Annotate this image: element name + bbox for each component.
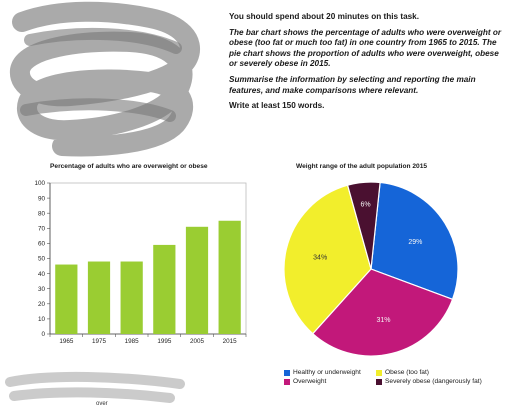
y-tick-label: 10 [38,316,46,323]
bar-1985 [120,261,143,334]
y-tick-label: 100 [34,180,45,187]
x-tick-label: 1965 [59,338,74,345]
y-tick-label: 60 [38,241,46,248]
bar-chart-title: Percentage of adults who are overweight … [50,163,208,170]
y-tick-label: 0 [41,331,45,338]
task-summary-instruction: Summarise the information by selecting a… [229,74,476,95]
legend-swatch-healthy [284,369,290,376]
y-tick-label: 70 [38,226,46,233]
task-instructions: You should spend about 20 minutes on thi… [229,12,504,117]
y-tick-label: 30 [38,286,46,293]
bar-1975 [87,261,111,334]
pie-slice-label-1: 31% [376,317,390,324]
pie-chart-title: Weight range of the adult population 201… [296,163,428,170]
y-tick-label: 20 [38,301,46,308]
legend-swatch-overweight [284,378,290,385]
legend-swatch-severely-obese [376,378,382,385]
pie-slice-label-0: 29% [408,239,422,246]
bar-2015 [218,220,241,334]
bar-plot-area [49,182,247,335]
legend-item-overweight: Overweight [284,378,326,385]
y-tick-label: 90 [38,195,46,202]
redaction-scribble [10,1,200,157]
bar-1995 [153,244,176,334]
task-description: The bar chart shows the percentage of ad… [229,27,502,69]
legend-label-obese: Obese (too fat) [385,369,429,376]
legend-item-healthy: Healthy or underweight [284,369,361,376]
bottom-redaction-scribble [5,371,185,403]
pie-slice-1 [311,268,454,357]
legend-swatch-obese [376,369,382,376]
x-tick-label: 1995 [157,338,172,345]
pie-slice-0 [370,181,459,301]
x-tick-label: 2005 [190,338,205,345]
pie-slice-label-2: 34% [313,255,327,262]
legend-label-overweight: Overweight [293,378,327,385]
y-tick-label: 80 [38,210,46,217]
bar-2005 [185,226,209,334]
legend-label-severely-obese: Severely obese (dangerously fat) [385,378,482,385]
x-tick-label: 1985 [125,338,140,345]
trailing-text: over [96,401,108,407]
legend-label-healthy: Healthy or underweight [293,369,361,376]
pie-slice-2 [283,184,372,335]
x-tick-label: 1975 [92,338,107,345]
pie-slice-3 [346,181,381,270]
bar-1965 [55,264,78,334]
task-word-count: Write at least 150 words. [229,101,325,111]
legend-item-obese: Obese (too fat) [376,369,429,376]
x-tick-label: 2015 [223,338,238,345]
y-tick-label: 40 [38,271,46,278]
legend-item-severely-obese: Severely obese (dangerously fat) [376,378,482,385]
task-time-line: You should spend about 20 minutes on thi… [229,12,419,21]
y-tick-label: 50 [38,256,46,263]
pie-slice-label-3: 6% [360,201,370,208]
